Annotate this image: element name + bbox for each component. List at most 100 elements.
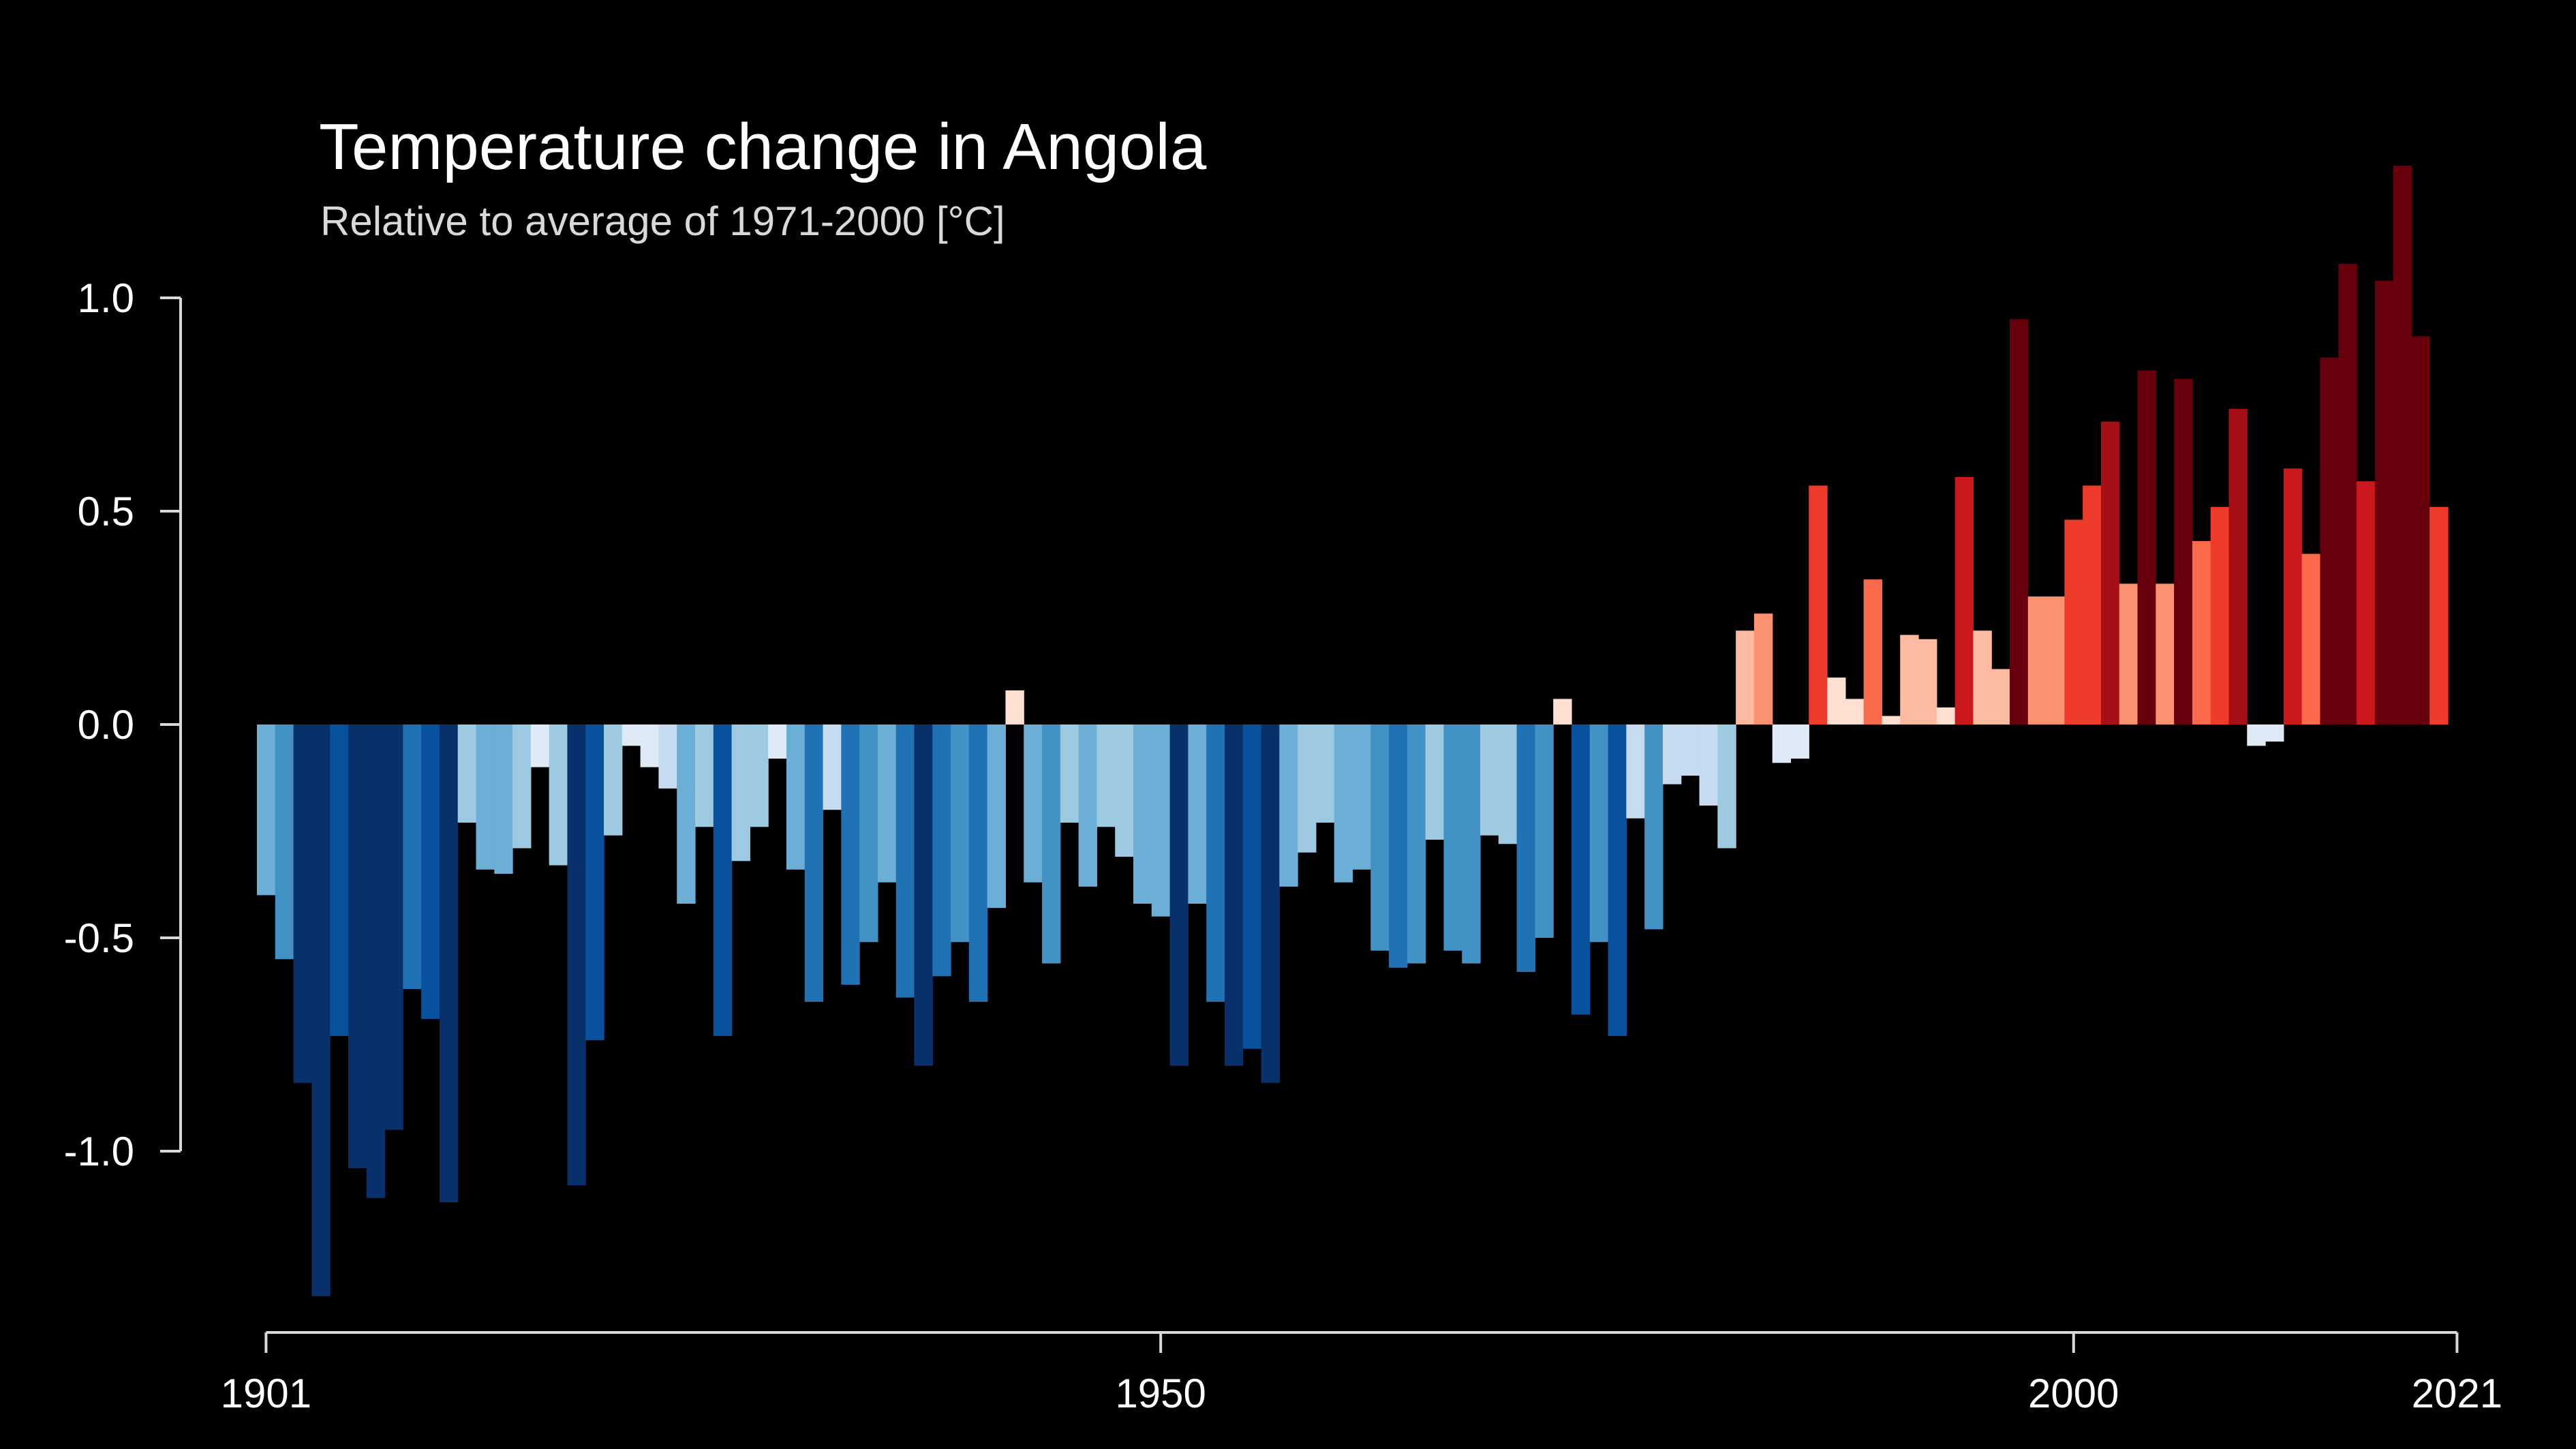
bar-1985 (1790, 724, 1809, 759)
y-tick-label: 0.0 (78, 702, 134, 748)
bar-1938 (932, 724, 951, 977)
bar-1996 (1991, 669, 2010, 724)
bar-1908 (384, 724, 403, 1130)
bar-1913 (476, 724, 495, 870)
bar-2008 (2210, 506, 2230, 724)
bar-1943 (1024, 724, 1043, 883)
bar-2009 (2228, 408, 2248, 724)
bar-1992 (1918, 639, 1937, 724)
bar-1979 (1681, 724, 1700, 776)
bar-1981 (1717, 724, 1736, 849)
bar-1980 (1699, 724, 1718, 806)
bar-1975 (1608, 724, 1627, 1036)
bar-1930 (786, 724, 806, 870)
bar-1956 (1261, 724, 1280, 1083)
bar-1921 (622, 724, 641, 746)
bar-1978 (1662, 724, 1682, 784)
chart-subtitle: Relative to average of 1971-2000 [°C] (320, 198, 1005, 244)
y-axis: 1.0 0.5 0.0 -0.5 -1.0 (64, 275, 182, 1174)
bar-1926 (713, 724, 733, 1036)
bar-1984 (1772, 724, 1792, 763)
bar-1944 (1042, 724, 1061, 964)
bar-1998 (2027, 596, 2047, 724)
bar-1957 (1279, 724, 1298, 887)
bar-1929 (768, 724, 787, 759)
bar-1953 (1206, 724, 1225, 1002)
bar-2003 (2119, 583, 2138, 724)
bar-2017 (2374, 280, 2394, 725)
bar-1906 (348, 724, 367, 1169)
bar-1911 (439, 724, 459, 1203)
bar-1907 (366, 724, 386, 1198)
x-tick-label: 1950 (1115, 1371, 1206, 1416)
bar-1972 (1553, 699, 1572, 724)
bar-1976 (1626, 724, 1645, 819)
bar-1918 (567, 724, 586, 1186)
bar-1942 (1005, 690, 1024, 724)
bar-1927 (731, 724, 750, 861)
bar-1970 (1516, 724, 1536, 973)
bar-1962 (1370, 724, 1390, 951)
bar-1960 (1334, 724, 1353, 883)
bar-1923 (658, 724, 677, 789)
bar-1936 (895, 724, 915, 998)
bar-1945 (1060, 724, 1079, 823)
bar-1977 (1644, 724, 1663, 930)
bar-1987 (1827, 677, 1846, 724)
bar-1928 (750, 724, 769, 827)
bar-2015 (2338, 263, 2357, 724)
bar-2005 (2156, 583, 2175, 724)
bar-1910 (421, 724, 440, 1019)
bar-1967 (1462, 724, 1481, 964)
bar-1997 (2010, 319, 2029, 724)
bar-1971 (1535, 724, 1554, 938)
bar-1902 (275, 724, 294, 960)
bar-2011 (2265, 724, 2284, 742)
bar-1965 (1425, 724, 1445, 840)
bar-2016 (2357, 481, 2376, 724)
y-tick-label: 0.5 (78, 489, 134, 534)
bar-1937 (914, 724, 933, 1066)
bar-1955 (1242, 724, 1262, 1049)
bar-1969 (1498, 724, 1518, 844)
bar-1901 (257, 724, 276, 896)
bar-2012 (2283, 468, 2303, 724)
bar-1932 (823, 724, 842, 810)
bar-1983 (1753, 613, 1773, 724)
bar-1961 (1352, 724, 1371, 870)
bar-1914 (494, 724, 513, 874)
bar-1941 (987, 724, 1007, 909)
x-tick-label: 2021 (2412, 1371, 2502, 1416)
bar-1933 (841, 724, 860, 985)
bar-1925 (695, 724, 714, 827)
bar-2007 (2192, 540, 2211, 724)
bar-1924 (677, 724, 696, 904)
bar-1952 (1188, 724, 1207, 904)
bar-1903 (293, 724, 312, 1083)
bar-1917 (549, 724, 568, 866)
x-axis: 1901 1950 2000 2021 (221, 1331, 2502, 1416)
bar-1974 (1589, 724, 1609, 943)
bar-1947 (1097, 724, 1116, 827)
bar-2002 (2100, 421, 2120, 724)
bar-1954 (1224, 724, 1244, 1066)
bar-1993 (1936, 707, 1956, 724)
y-tick-label: 1.0 (78, 275, 134, 321)
bar-1934 (859, 724, 878, 943)
x-tick-label: 2000 (2028, 1371, 2119, 1416)
bar-1920 (604, 724, 623, 836)
bar-2001 (2083, 485, 2102, 724)
bar-2006 (2174, 378, 2193, 724)
bar-1963 (1389, 724, 1408, 968)
bar-1916 (530, 724, 550, 767)
bar-1949 (1133, 724, 1152, 904)
bar-1948 (1115, 724, 1134, 857)
bars-group (257, 165, 2449, 1296)
bar-1905 (330, 724, 349, 1036)
bar-1935 (877, 724, 897, 883)
y-tick-label: -1.0 (64, 1129, 134, 1174)
bar-1973 (1571, 724, 1591, 1015)
bar-1964 (1407, 724, 1426, 964)
bar-1968 (1480, 724, 1499, 836)
